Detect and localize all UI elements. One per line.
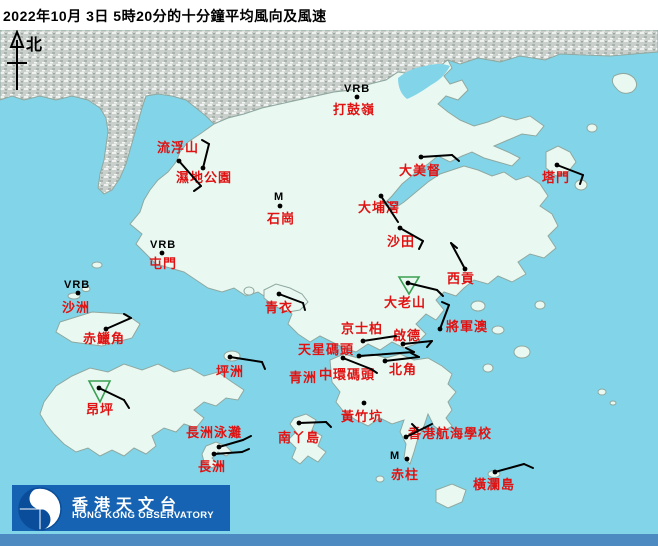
land-peng-chau <box>223 350 241 362</box>
hko-logo-banner: 香港天文台 HONG KONG OBSERVATORY <box>12 485 230 531</box>
islet <box>470 300 486 312</box>
islet <box>574 179 588 191</box>
north-label: 北 <box>26 37 43 54</box>
islet <box>609 400 617 406</box>
land-lamma <box>287 413 327 465</box>
urban-shenzhen <box>0 29 658 195</box>
islet-waglan <box>487 470 501 478</box>
islet <box>81 286 91 292</box>
title-bar: 2022年10月 3日 5時20分的十分鐘平均風向及風速 <box>0 0 658 30</box>
deep-sea-strip <box>0 534 658 546</box>
islet <box>534 300 546 310</box>
north-arrow <box>7 29 27 90</box>
islet <box>597 388 607 396</box>
hko-logo-icon <box>18 487 62 531</box>
land-new-territories <box>129 59 559 353</box>
map-title: 2022年10月 3日 5時20分的十分鐘平均風向及風速 <box>3 8 327 24</box>
islet <box>91 261 103 269</box>
hko-logo-english: HONG KONG OBSERVATORY <box>72 510 214 521</box>
islet <box>491 325 505 335</box>
islet-sha-chau <box>67 292 81 300</box>
islet <box>586 123 598 133</box>
land-po-toi <box>435 483 467 509</box>
land-ma-wan <box>243 286 255 296</box>
islet-crescent <box>611 72 638 94</box>
islet <box>482 363 494 373</box>
hko-logo-chinese: 香港天文台 <box>72 497 183 514</box>
starling-inlet <box>398 64 450 99</box>
islet <box>513 345 531 359</box>
islet <box>375 475 385 483</box>
